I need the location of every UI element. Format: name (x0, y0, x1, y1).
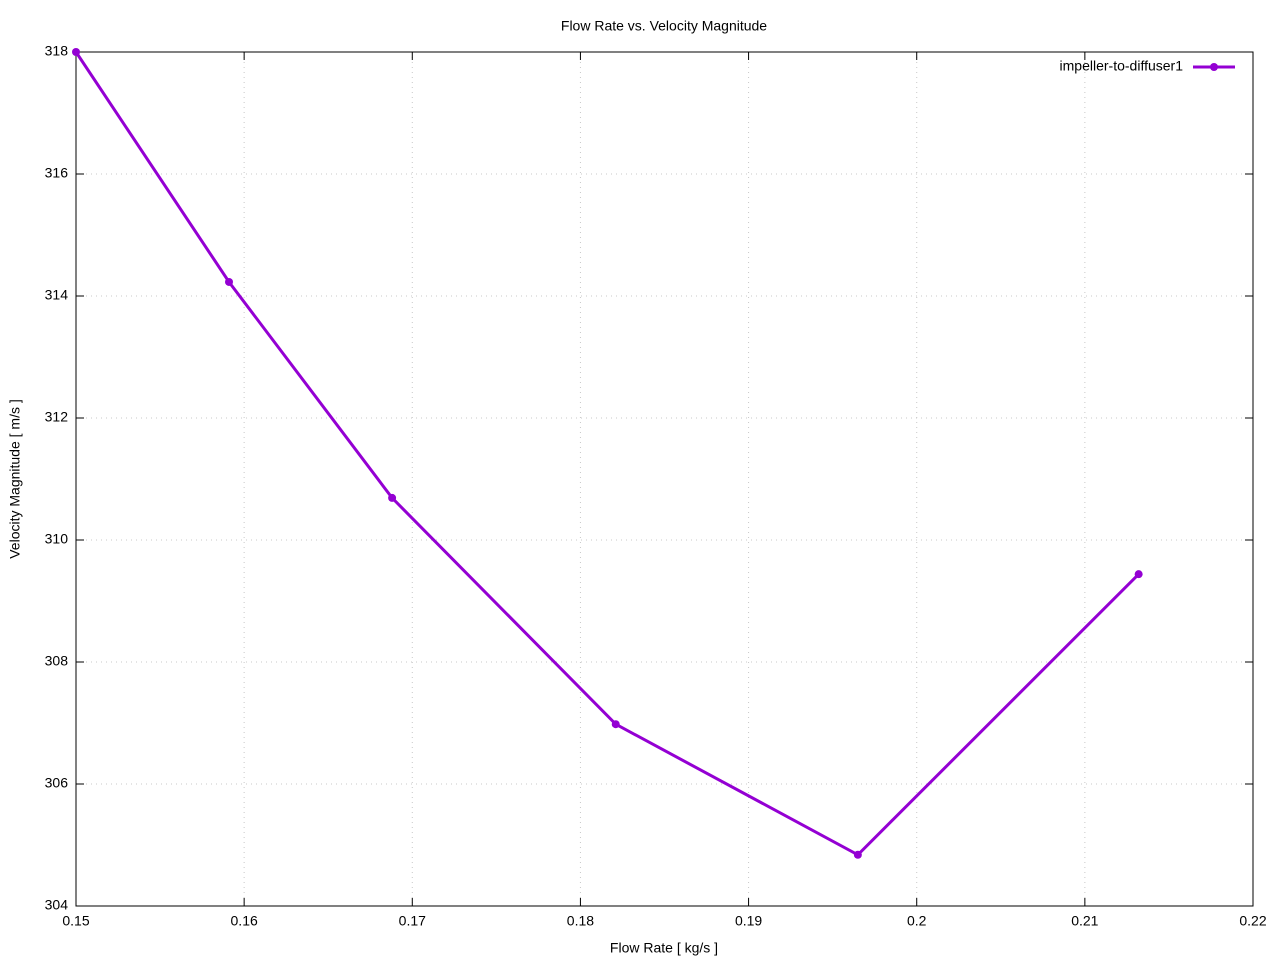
x-tick-label: 0.19 (735, 913, 762, 929)
x-tick-label: 0.15 (62, 913, 89, 929)
y-tick-label: 306 (45, 775, 69, 791)
series-line (74, 51, 1140, 857)
y-tick-label: 304 (45, 897, 69, 913)
y-tick-label: 318 (45, 43, 69, 59)
x-tick-label: 0.18 (567, 913, 594, 929)
x-tick-label: 0.17 (399, 913, 426, 929)
data-point (853, 850, 862, 859)
data-point (1134, 570, 1143, 579)
data-point (72, 48, 80, 56)
y-tick-label: 316 (45, 165, 69, 181)
y-tick-label: 310 (45, 531, 69, 547)
x-tick-label: 0.16 (231, 913, 258, 929)
chart-title: Flow Rate vs. Velocity Magnitude (561, 18, 767, 34)
plot-frame (75, 51, 1254, 907)
y-tick-label: 308 (45, 653, 69, 669)
x-tick-label: 0.22 (1239, 913, 1266, 929)
data-point (388, 493, 397, 502)
data-point (611, 720, 620, 729)
y-tick-label: 312 (45, 409, 69, 425)
x-tick-label: 0.21 (1071, 913, 1098, 929)
legend-label: impeller-to-diffuser1 (1060, 58, 1184, 74)
x-axis-label: Flow Rate [ kg/s ] (610, 940, 718, 956)
x-tick-label: 0.2 (907, 913, 927, 929)
data-point (225, 277, 234, 286)
y-tick-label: 314 (45, 287, 69, 303)
y-axis-label: Velocity Magnitude [ m/s ] (7, 399, 23, 559)
legend-marker (1210, 63, 1218, 71)
